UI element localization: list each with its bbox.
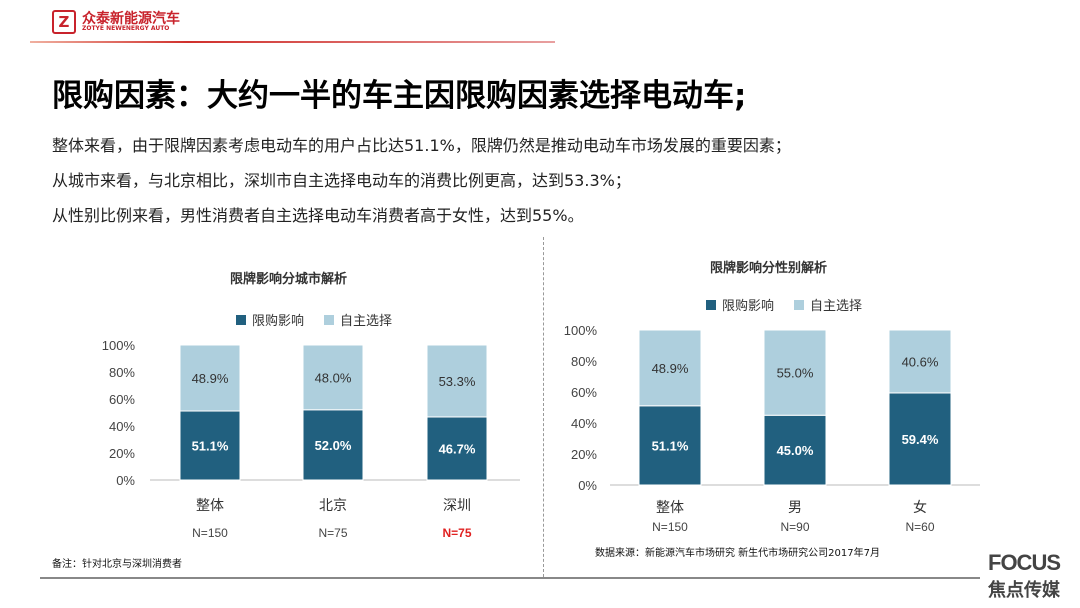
header-divider: [30, 41, 555, 43]
data-label: 59.4%: [902, 432, 939, 447]
data-source: 数据来源：新能源汽车市场研究 新生代市场研究公司2017年7月: [595, 548, 880, 559]
y-tick-label: 0%: [578, 478, 597, 493]
category-label: 整体: [196, 497, 224, 513]
bar-segment: [638, 405, 702, 486]
bullet-3: 从性别比例来看，男性消费者自主选择电动车消费者高于女性，达到55%。: [52, 206, 584, 225]
y-tick-label: 40%: [109, 419, 135, 434]
y-tick-label: 60%: [571, 385, 597, 400]
data-label: 48.0%: [315, 370, 352, 385]
brand-name-cn: 众泰新能源汽车: [82, 11, 180, 27]
y-tick-label: 100%: [102, 338, 136, 353]
legend-label: 自主选择: [810, 299, 863, 314]
category-label: 整体: [656, 499, 684, 515]
sample-size-label: N=150: [192, 526, 228, 540]
legend-swatch-dark: [706, 299, 716, 310]
bar-segment: [179, 410, 241, 481]
category-label: 北京: [319, 497, 347, 513]
data-label: 51.1%: [192, 439, 229, 454]
legend-gender: 限购影响 自主选择: [706, 295, 862, 314]
data-label: 53.3%: [439, 374, 476, 389]
legend-label: 自主选择: [340, 314, 393, 329]
bar-segment: [302, 409, 364, 481]
page-title: 限购因素：大约一半的车主因限购因素选择电动车;: [52, 78, 747, 114]
data-label: 51.1%: [652, 438, 689, 453]
focus-logo: FOCUS: [988, 550, 1061, 575]
focus-logo-cn: 焦点传媒: [988, 580, 1060, 601]
footer-divider: [40, 577, 980, 579]
sample-size-label: N=150: [652, 520, 688, 534]
bar-segment: [763, 329, 827, 416]
data-label: 48.9%: [652, 361, 689, 376]
data-label: 46.7%: [439, 441, 476, 456]
bar-segment: [302, 344, 364, 411]
zotye-logo: Z: [52, 10, 76, 34]
y-tick-label: 40%: [571, 416, 597, 431]
y-tick-label: 80%: [109, 365, 135, 380]
bar-segment: [888, 392, 952, 486]
category-label: 女: [913, 499, 927, 515]
legend-label: 限购影响: [722, 299, 775, 314]
legend-label: 限购影响: [252, 314, 305, 329]
data-label: 55.0%: [777, 366, 814, 381]
bullet-1: 整体来看，由于限牌因素考虑电动车的用户占比达51.1%，限牌仍然是推动电动车市场…: [52, 136, 791, 155]
y-tick-label: 0%: [116, 473, 135, 488]
bar-segment: [426, 344, 488, 418]
category-label: 深圳: [443, 497, 471, 513]
sample-size-label: N=75: [318, 526, 347, 540]
y-tick-label: 80%: [571, 354, 597, 369]
data-label: 48.9%: [192, 371, 229, 386]
footnote: 备注：针对北京与深圳消费者: [52, 559, 182, 570]
y-tick-label: 100%: [564, 323, 598, 338]
chart-divider: [543, 237, 544, 577]
legend-swatch-light: [794, 299, 805, 310]
category-label: 男: [788, 499, 802, 515]
brand-name-en: ZOTYE NEWENERGY AUTO: [82, 25, 170, 32]
y-tick-label: 20%: [571, 447, 597, 462]
bullet-2: 从城市来看，与北京相比，深圳市自主选择电动车的消费比例更高，达到53.3%；: [52, 171, 631, 190]
legend-city: 限购影响 自主选择: [236, 310, 392, 329]
legend-swatch-dark: [236, 314, 246, 325]
sample-size-label: N=60: [905, 520, 934, 534]
y-tick-label: 60%: [109, 392, 135, 407]
chart-title-gender: 限牌影响分性别解析: [710, 261, 828, 276]
bar-segment: [179, 344, 241, 412]
data-label: 45.0%: [777, 443, 814, 458]
data-label: 52.0%: [315, 438, 352, 453]
bar-segment: [888, 329, 952, 394]
chart-title-city: 限牌影响分城市解析: [230, 272, 348, 287]
bar-segment: [638, 329, 702, 407]
legend-swatch-light: [324, 314, 335, 325]
data-label: 40.6%: [902, 354, 939, 369]
y-tick-label: 20%: [109, 446, 135, 461]
sample-size-label: N=75: [442, 526, 471, 540]
sample-size-label: N=90: [780, 520, 809, 534]
